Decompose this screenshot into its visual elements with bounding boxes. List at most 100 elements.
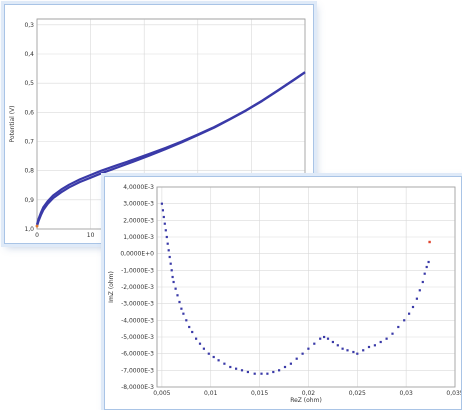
impedance-point (170, 269, 173, 272)
impedance-point (427, 260, 430, 264)
start-point-marker (35, 224, 39, 228)
impedance-point (223, 362, 226, 365)
y-tick-label: -8,0000E-3 (121, 384, 154, 391)
impedance-point (240, 369, 244, 372)
impedance-point (161, 209, 164, 212)
x-tick-label: 0,015 (251, 390, 268, 397)
impedance-point (188, 325, 191, 329)
impedance-point (217, 359, 220, 362)
y-tick-label: 0,0000E+0 (120, 251, 154, 258)
impedance-point (323, 335, 326, 339)
impedance-point (235, 367, 238, 370)
impedance-point (295, 357, 298, 360)
impedance-chart-window: -8,0000E-3 -7,0000E-3 -6,0000E-3 -5,0000E-3… (104, 176, 462, 410)
highlighted-point (428, 240, 431, 244)
impedance-point (202, 347, 205, 350)
y-tick-label: 0,7 (24, 139, 34, 146)
y-tick-label: 0,3 (24, 22, 34, 29)
impedance-point (415, 297, 418, 300)
impedance-point (162, 215, 165, 219)
impedance-point (411, 305, 415, 309)
impedance-point (278, 369, 281, 372)
impedance-point (425, 265, 428, 269)
impedance-point (229, 365, 232, 369)
impedance-point (326, 337, 330, 340)
y-tick-label: 1,0000E-3 (123, 234, 154, 241)
impedance-chart: -8,0000E-3 -7,0000E-3 -6,0000E-3 -5,0000E-3… (108, 184, 461, 404)
impedance-point (341, 347, 344, 350)
impedance-point (362, 349, 365, 352)
impedance-point (246, 370, 249, 374)
y-tick-label: -5,0000E-3 (121, 334, 154, 341)
y-tick-label: -7,0000E-3 (121, 367, 154, 374)
x-tick-label: 10 (87, 232, 95, 239)
impedance-point (174, 287, 177, 290)
impedance-point (160, 202, 163, 205)
y-tick-label: -6,0000E-3 (121, 351, 154, 358)
impedance-point (169, 262, 172, 265)
impedance-point (253, 372, 256, 375)
impedance-point (336, 344, 339, 347)
impedance-point (408, 312, 411, 315)
impedance-point (379, 340, 382, 344)
impedance-point (163, 222, 166, 225)
impedance-point (307, 347, 310, 350)
y-tick-label: 0,8 (24, 168, 34, 175)
y-axis-label: Potential (V) (9, 106, 16, 143)
impedance-point (198, 342, 202, 345)
impedance-point (272, 370, 275, 374)
x-tick-label: 0,035 (446, 390, 461, 397)
x-tick-label: 0,005 (153, 390, 170, 397)
impedance-point (313, 342, 316, 345)
y-tick-label: -4,0000E-3 (121, 317, 154, 324)
impedance-point (164, 229, 167, 232)
impedance-point (423, 272, 426, 275)
impedance-point (171, 275, 174, 279)
x-axis-label: ReZ (ohm) (290, 397, 322, 404)
impedance-point (356, 352, 359, 355)
potential-chart: 1,0 0,9 0,8 0,7 0,6 0,5 0,4 0,3 0 10 Potential (V) (9, 18, 306, 239)
x-tick-label: 0,025 (349, 390, 366, 397)
x-tick-label: 0,01 (204, 390, 218, 397)
impedance-point (373, 344, 376, 347)
y-axis-label: ImZ (ohm) (108, 271, 115, 303)
impedance-point (385, 337, 388, 340)
impedance-point (168, 255, 171, 259)
impedance-point (166, 242, 169, 245)
impedance-point (346, 349, 349, 352)
impedance-point (260, 372, 263, 375)
impedance-point (403, 319, 406, 322)
impedance-point (165, 235, 168, 239)
impedance-point (195, 337, 198, 340)
impedance-point (191, 330, 194, 334)
impedance-point (176, 294, 179, 297)
impedance-point (185, 319, 188, 322)
impedance-point (283, 365, 287, 369)
y-tick-label: 0,6 (24, 109, 34, 116)
impedance-point (367, 345, 371, 349)
impedance-point (266, 372, 269, 375)
impedance-point (167, 249, 170, 252)
impedance-point (289, 362, 292, 365)
y-tick-label: 3,0000E-3 (123, 201, 154, 208)
y-tick-label: 4,0000E-3 (123, 184, 154, 191)
impedance-point (212, 355, 215, 359)
impedance-point (172, 280, 175, 284)
impedance-point (178, 300, 181, 304)
impedance-point (207, 352, 210, 355)
impedance-point (418, 289, 421, 292)
x-tick-label: 0,02 (302, 390, 316, 397)
y-tick-label: -1,0000E-3 (121, 267, 154, 274)
plot-frame (156, 186, 456, 388)
impedance-point (352, 350, 355, 354)
y-tick-label: -3,0000E-3 (121, 301, 154, 308)
y-tick-label: 0,9 (24, 197, 34, 204)
impedance-point (421, 280, 424, 284)
y-tick-label: 0,5 (24, 80, 34, 87)
y-tick-label: 1,0 (24, 226, 34, 233)
y-tick-label: -2,0000E-3 (121, 284, 154, 291)
impedance-point (182, 312, 185, 315)
x-tick-label: 0 (35, 232, 39, 239)
potential-series-line-2 (35, 71, 306, 227)
impedance-point (180, 307, 183, 310)
